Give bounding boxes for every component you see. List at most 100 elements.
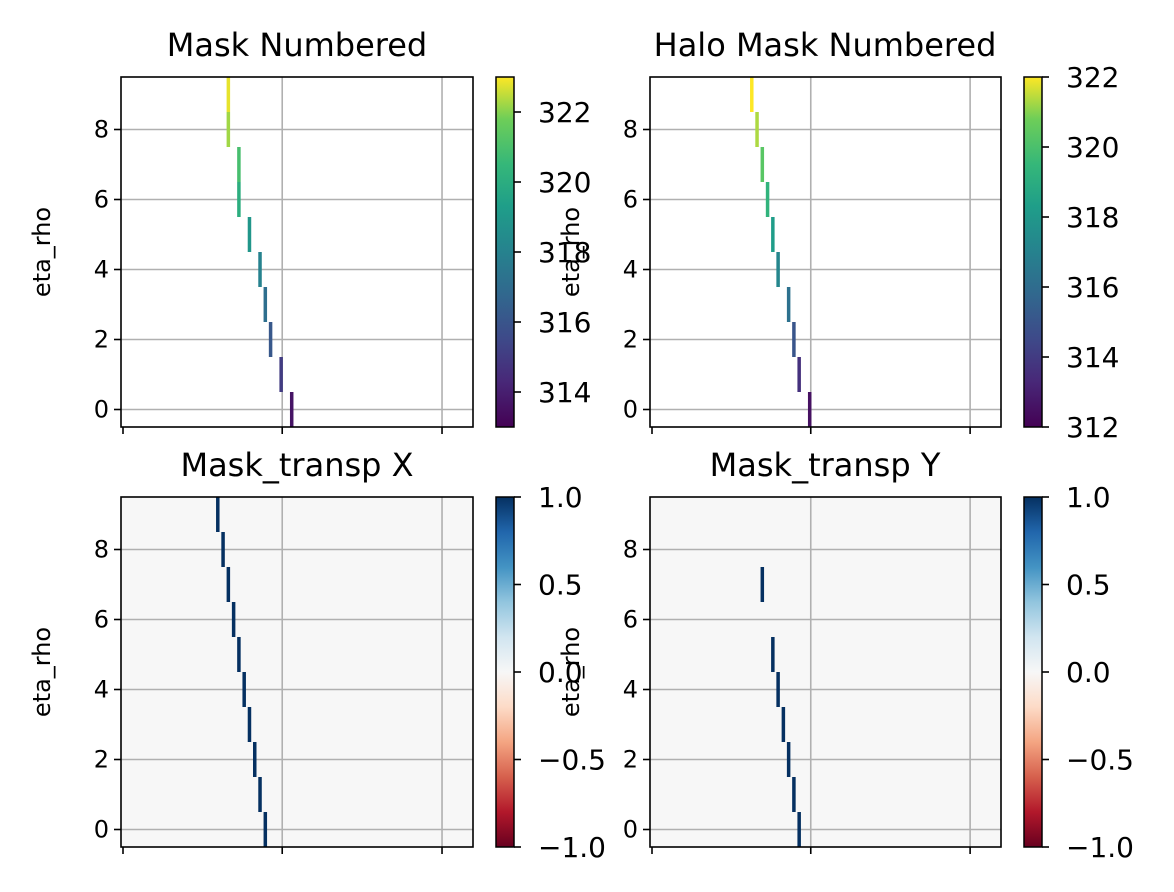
y-tick-label: 6 [623,606,638,634]
axes-frame [120,496,474,848]
heatmap-cell [786,287,791,322]
heatmap-cell [289,392,294,427]
colorbar-ticks: 312 314 316 318 320 322 [1042,61,1119,444]
y-tick-label: 0 [94,396,109,424]
panel-mask-transp-x: Mask_transp X eta_rho 0 2 4 6 8 −1.0 −0.5 0.0 0… [28,446,606,864]
y-tick-label: 4 [94,256,109,284]
colorbar [495,496,515,848]
colorbar-tick-label: −1.0 [538,831,606,864]
colorbar [1023,496,1043,848]
heatmap-cell [786,742,791,777]
colorbar-tick-label: 322 [538,96,591,129]
y-axis-label: eta_rho [28,627,56,717]
y-tick-label: 2 [623,746,638,774]
axes-frame [649,496,1002,848]
colorbar-tick-label: 0.5 [538,569,583,602]
heatmap-cell [755,112,759,147]
axes-frame [120,76,474,428]
heatmap-cell [797,357,801,392]
colorbar-tick-label: 312 [1066,411,1119,444]
heatmap-cell [268,322,273,357]
y-tick-label: 4 [94,676,109,704]
colorbar [1023,76,1043,428]
heatmap-cell [776,672,780,707]
colorbar-tick-label: 316 [1066,271,1119,304]
y-tick-label: 2 [94,746,109,774]
heatmap-cell [226,112,231,147]
colorbar-tick-label: −0.5 [1066,744,1134,777]
heatmap-cell [247,217,252,252]
heatmap-cell [247,707,252,742]
colorbar-tick-label: −0.5 [538,744,606,777]
heatmap-cell [760,567,765,602]
y-tick-label: 8 [623,536,638,564]
colorbar-ticks: −1.0 −0.5 0.0 0.5 1.0 [514,481,606,864]
heatmap-cell [781,707,786,742]
colorbar-tick-label: 318 [1066,201,1119,234]
panel-mask-transp-y: Mask_transp Y eta_rho 0 2 4 6 8 −1.0 −0.5 0.0 0… [557,446,1134,864]
colorbar-tick-label: 320 [538,166,591,199]
heatmap-cell [258,252,262,287]
heatmap-cell [797,812,801,847]
colorbar-tick-label: 314 [1066,341,1119,374]
heatmap-cell [253,742,257,777]
colorbar-tick-label: 1.0 [538,481,583,514]
heatmap-marks: 0 2 4 6 8 [94,496,474,854]
panel-mask-numbered: Mask Numbered eta_rho 0 2 4 6 8 314 316 318 320… [28,26,591,434]
y-tick-label: 8 [94,536,109,564]
panel-title: Mask_transp Y [710,446,941,484]
heatmap-cell [792,322,796,357]
heatmap-cell [807,392,812,427]
heatmap-cell [237,147,241,182]
y-tick-label: 8 [623,116,638,144]
heatmap-cell [221,532,225,567]
colorbar [495,76,515,428]
heatmap-cell [765,182,770,217]
colorbar-tick-label: 316 [538,306,591,339]
y-tick-label: 0 [94,816,109,844]
y-tick-label: 2 [94,326,109,354]
heatmap-cell [226,567,231,602]
colorbar-tick-label: 0.5 [1066,569,1111,602]
y-tick-label: 0 [623,396,638,424]
heatmap-cell [792,777,796,812]
heatmap-marks: 0 2 4 6 8 [623,76,1002,434]
heatmap-cell [760,147,765,182]
heatmap-cell [242,672,246,707]
colorbar-tick-label: 320 [1066,131,1119,164]
colorbar-tick-label: 1.0 [1066,481,1111,514]
colorbar-tick-label: 0.0 [1066,656,1111,689]
heatmap-cell [226,77,231,112]
heatmap-cell [237,637,241,672]
heatmap-cell [258,777,262,812]
colorbar-tick-label: 318 [538,236,591,269]
heatmap-background [650,497,1001,847]
y-tick-label: 6 [94,186,109,214]
y-tick-label: 4 [623,676,638,704]
heatmap-cell [216,497,220,532]
y-axis-label: eta_rho [28,207,56,297]
panel-title: Halo Mask Numbered [654,26,997,64]
y-axis-label: eta_rho [557,627,585,717]
heatmap-background [121,497,473,847]
colorbar-tick-label: 322 [1066,61,1119,94]
heatmap-cell [231,602,236,637]
panel-title: Mask_transp X [180,446,413,484]
y-tick-label: 0 [623,816,638,844]
y-tick-label: 8 [94,116,109,144]
heatmap-cell [263,287,268,322]
y-tick-label: 2 [623,326,638,354]
panel-title: Mask Numbered [167,26,427,64]
heatmap-cell [776,252,780,287]
heatmap-cell [750,77,754,112]
y-tick-label: 6 [94,606,109,634]
colorbar-tick-label: −1.0 [1066,831,1134,864]
axes-frame [649,76,1002,428]
heatmap-marks: 0 2 4 6 8 [94,76,474,434]
colorbar-ticks: −1.0 −0.5 0.0 0.5 1.0 [1042,481,1134,864]
heatmap-cell [237,182,241,217]
heatmap-cell [263,812,268,847]
heatmap-cell [771,637,775,672]
